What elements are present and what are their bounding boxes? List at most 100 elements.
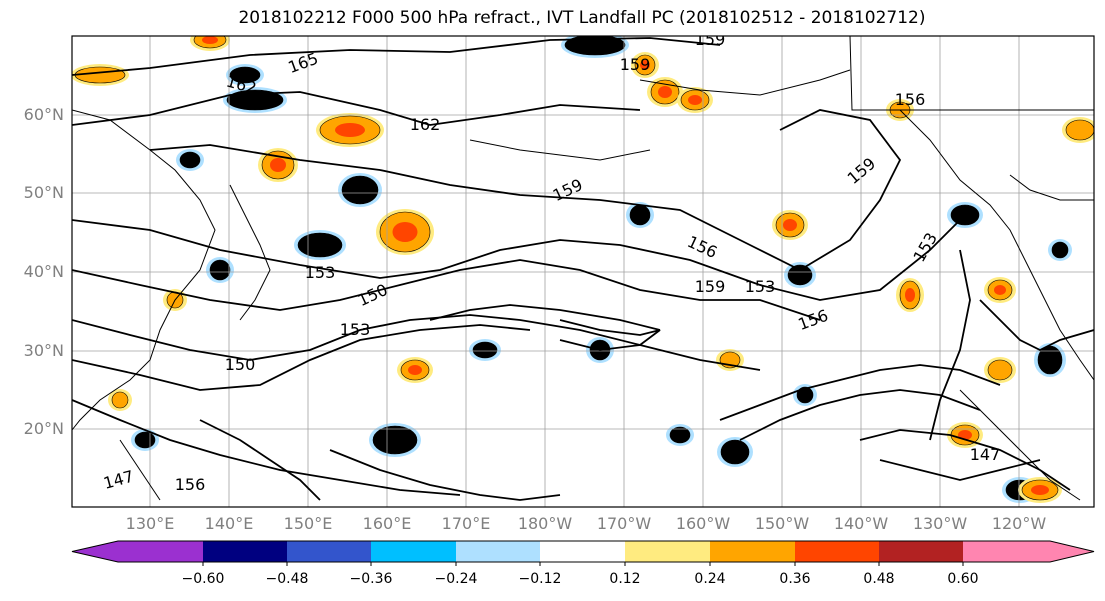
colorbar-tick-label: 0.24: [694, 571, 726, 587]
ivt-contour: [979, 299, 1094, 352]
shade-blob-core: [994, 285, 1006, 295]
shade-blob: [564, 36, 626, 56]
colorbar-segment: [879, 541, 963, 562]
colorbar-segment: [287, 541, 371, 562]
colorbar-segment: [795, 541, 879, 562]
latitude-label: 40°N: [23, 262, 64, 281]
shade-blob: [134, 431, 156, 449]
longitude-label: 130°W: [912, 514, 968, 533]
shade-blob-core: [309, 239, 331, 251]
colorbar-tick-label: 0.60: [947, 571, 979, 587]
latitude-label: 50°N: [23, 183, 64, 202]
contour-label: 153: [305, 263, 336, 282]
shade-blob-core: [270, 158, 286, 172]
shade-blob-core: [640, 60, 650, 70]
ivt-contour: [149, 109, 902, 272]
contour-label: 153: [745, 277, 776, 296]
ivt-contour: [72, 259, 821, 321]
ivt-contours: [72, 37, 1094, 501]
ivt-contour: [739, 389, 981, 441]
ivt-contour: [72, 219, 961, 301]
colorbar-segment: [710, 541, 795, 562]
shade-blob: [111, 391, 129, 409]
latitude-label: 60°N: [23, 105, 64, 124]
latitude-label: 20°N: [23, 419, 64, 438]
shade-blob-core: [783, 219, 797, 231]
ivt-contour: [72, 399, 461, 496]
shade-blob-core: [335, 123, 365, 137]
colorbar-tick-label: 0.36: [779, 571, 811, 587]
contour-label: 159: [695, 30, 726, 49]
contour-label: 156: [895, 90, 926, 109]
shade-blob: [629, 204, 651, 226]
coastline: [1009, 174, 1094, 201]
longitude-label: 160°E: [362, 514, 412, 533]
shade-blob: [74, 66, 126, 84]
shade-blob-core: [351, 183, 369, 197]
map-title: 2018102212 F000 500 hPa refract., IVT La…: [238, 8, 926, 28]
ivt-contour: [929, 249, 971, 441]
longitude-label: 120°W: [991, 514, 1047, 533]
colorbar-segments: [71, 540, 1095, 566]
shade-blob: [720, 439, 750, 465]
colorbar-extend-low: [72, 541, 203, 562]
colorbar-segment: [203, 541, 287, 562]
longitude-label: 170°E: [441, 514, 491, 533]
shade-blob-core: [958, 430, 972, 440]
shade-blob: [179, 151, 201, 169]
shade-blob: [987, 359, 1013, 381]
colorbar-segment: [540, 541, 625, 562]
coastline: [639, 69, 851, 96]
colorbar-segment: [625, 541, 710, 562]
shade-blob-core: [202, 36, 218, 44]
longitude-label: 130°E: [125, 514, 175, 533]
ivt-contour: [72, 91, 641, 126]
shade-blob: [1051, 241, 1069, 259]
coastline: [72, 109, 216, 431]
colorbar-segment: [456, 541, 540, 562]
ivt-contour: [859, 429, 1071, 491]
colorbar-extend-high: [963, 541, 1094, 562]
longitude-label: 180°W: [517, 514, 573, 533]
shade-blob-core: [237, 71, 253, 79]
contour-label: 147: [970, 445, 1001, 464]
coastlines: [72, 36, 1094, 501]
colorbar-tick-label: −0.12: [518, 571, 562, 587]
shade-blob-core: [1031, 485, 1049, 495]
longitude-label: 140°W: [833, 514, 889, 533]
shade-blob: [950, 204, 980, 226]
colorbar-segment: [371, 541, 456, 562]
coastline: [469, 139, 651, 161]
contour-label: 156: [175, 475, 206, 494]
colorbar-tick-label: −0.36: [349, 571, 393, 587]
graticule: [72, 36, 1094, 507]
latitude-label: 30°N: [23, 341, 64, 360]
longitude-label: 140°E: [204, 514, 254, 533]
shade-blob-core: [241, 95, 269, 105]
colorbar-tick-label: −0.48: [265, 571, 309, 587]
ivt-contour: [879, 459, 1041, 481]
ivt-contour: [329, 449, 561, 501]
longitude-label: 160°W: [675, 514, 731, 533]
colorbar-outline: [71, 540, 1095, 563]
colorbar-tick-label: −0.60: [181, 571, 225, 587]
ivt-contour: [72, 37, 721, 76]
refractivity-shading: [72, 36, 1094, 503]
map-frame: [71, 35, 1095, 508]
shade-blob: [787, 264, 813, 286]
shade-blob-core: [384, 433, 406, 447]
colorbar-tick-label: 0.12: [609, 571, 641, 587]
ivt-contour: [719, 364, 1001, 421]
shade-blob-core: [658, 86, 672, 98]
shade-blob: [472, 341, 498, 359]
coastline: [229, 184, 271, 321]
contour-label: 159: [620, 55, 651, 74]
ivt-contour: [72, 324, 531, 391]
colorbar-tick-label: 0.48: [863, 571, 895, 587]
shade-blob: [1065, 119, 1094, 141]
shade-blob: [669, 426, 691, 444]
shade-blob-core: [392, 222, 418, 242]
ivt-contour: [199, 419, 321, 501]
